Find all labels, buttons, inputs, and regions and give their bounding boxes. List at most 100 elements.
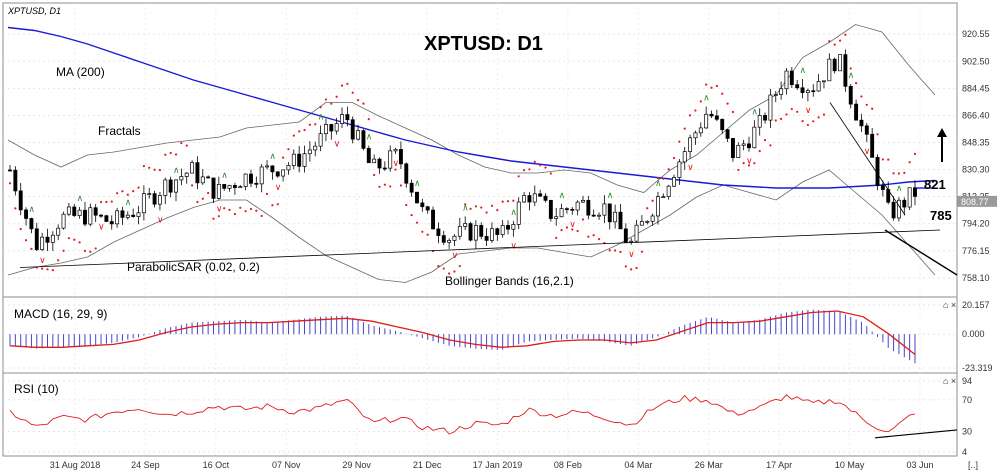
psar-dot bbox=[705, 83, 708, 86]
psar-dot bbox=[903, 171, 906, 174]
candle-body bbox=[516, 201, 521, 225]
psar-dot bbox=[571, 228, 574, 231]
fractal-up: ∧ bbox=[77, 193, 84, 203]
candle-body bbox=[66, 206, 71, 215]
fractal-down: ∨ bbox=[746, 156, 753, 166]
candle-body bbox=[200, 176, 205, 184]
candle-body bbox=[286, 165, 291, 171]
psar-dot bbox=[405, 203, 408, 207]
candle-body bbox=[141, 193, 146, 214]
x-tick-label: 16 Oct bbox=[203, 460, 230, 470]
macd-signal-line bbox=[9, 310, 916, 356]
rsi-close-icon[interactable]: ⌂ × bbox=[943, 376, 956, 386]
candle-body bbox=[157, 195, 162, 205]
candle-body bbox=[404, 163, 409, 184]
psar-dot bbox=[769, 144, 772, 147]
psar-dot bbox=[303, 128, 306, 132]
candle-body bbox=[490, 228, 494, 241]
psar-dot bbox=[442, 267, 445, 270]
fractal-up: ∧ bbox=[751, 106, 758, 116]
candle-body bbox=[61, 213, 66, 229]
fractal-up: ∧ bbox=[848, 70, 855, 80]
x-tick-label: 31 Aug 2018 bbox=[50, 460, 101, 470]
psar-dot bbox=[608, 249, 611, 252]
candle-body bbox=[190, 162, 195, 174]
candle-body bbox=[639, 221, 644, 226]
candle-body bbox=[163, 179, 168, 196]
psar-dot bbox=[876, 133, 879, 136]
candle-body bbox=[45, 236, 50, 243]
psar-dot bbox=[747, 164, 751, 167]
candle-body bbox=[538, 193, 543, 197]
psar-dot bbox=[298, 130, 301, 133]
psar-dot bbox=[785, 113, 788, 116]
psar-dot bbox=[528, 168, 531, 171]
candle-body bbox=[548, 199, 553, 219]
fractal-down: ∨ bbox=[687, 162, 694, 172]
psar-dot bbox=[812, 120, 815, 123]
candle-body bbox=[811, 90, 816, 93]
candle-body bbox=[623, 228, 628, 243]
candle-body bbox=[479, 225, 484, 237]
psar-dot bbox=[260, 214, 263, 218]
fractal-up: ∧ bbox=[125, 197, 132, 207]
candle-body bbox=[136, 212, 141, 217]
candle-body bbox=[377, 158, 382, 169]
candle-body bbox=[77, 209, 82, 216]
ma-annotation: MA (200) bbox=[56, 65, 105, 79]
candle-body bbox=[431, 209, 435, 230]
rsi-trendline bbox=[874, 429, 958, 439]
psar-dot bbox=[67, 237, 71, 240]
candle-body bbox=[125, 214, 130, 218]
fractal-down: ∨ bbox=[510, 241, 517, 251]
candle-body bbox=[13, 169, 18, 192]
psar-dot bbox=[73, 238, 76, 241]
scale-toggle-icon[interactable]: [..] bbox=[968, 460, 978, 470]
candle-body bbox=[527, 195, 532, 203]
fractal-up: ∧ bbox=[462, 202, 469, 212]
candle-body bbox=[581, 199, 585, 203]
candle-body bbox=[693, 132, 698, 139]
psar-dot bbox=[437, 264, 440, 268]
psar-dot bbox=[399, 184, 403, 187]
fractal-down: ∨ bbox=[451, 250, 458, 260]
psar-dot bbox=[356, 98, 360, 102]
level-lower-label: 785 bbox=[930, 208, 952, 223]
candle-body bbox=[805, 90, 810, 94]
psar-dot bbox=[217, 215, 220, 218]
psar-dot bbox=[849, 67, 852, 70]
psar-dot bbox=[24, 239, 28, 242]
candle-body bbox=[334, 123, 339, 132]
price-y-tick: 794.20 bbox=[962, 219, 990, 229]
x-tick-label: 04 Mar bbox=[624, 460, 652, 470]
candle-body bbox=[232, 185, 237, 189]
fractals-annotation: Fractals bbox=[98, 124, 141, 138]
psar-dot bbox=[137, 186, 140, 189]
psar-dot bbox=[169, 151, 172, 155]
candle-body bbox=[211, 177, 216, 199]
candle-body bbox=[307, 149, 312, 155]
macd-close-icon[interactable]: ⌂ × bbox=[943, 300, 956, 310]
psar-dot bbox=[14, 207, 17, 210]
candle-body bbox=[259, 166, 264, 185]
fractal-up: ∧ bbox=[607, 190, 614, 200]
rsi-panel-frame bbox=[2, 372, 958, 457]
candle-body bbox=[99, 214, 103, 217]
price-y-tick: 884.45 bbox=[962, 83, 990, 93]
candle-body bbox=[18, 190, 23, 211]
candle-body bbox=[88, 207, 93, 225]
psar-dot bbox=[164, 153, 167, 156]
candle-body bbox=[532, 193, 537, 203]
fractal-down: ∨ bbox=[864, 146, 871, 156]
candle-body bbox=[704, 113, 709, 129]
candle-body bbox=[602, 203, 607, 216]
candle-body bbox=[827, 58, 832, 82]
candle-body bbox=[720, 118, 725, 131]
candle-body bbox=[238, 186, 243, 189]
psar-dot bbox=[699, 100, 702, 103]
candle-body bbox=[302, 153, 307, 167]
psar-dot bbox=[78, 241, 81, 244]
candle-body bbox=[104, 215, 109, 222]
symbol-label: XPTUSD, D1 bbox=[7, 6, 61, 16]
